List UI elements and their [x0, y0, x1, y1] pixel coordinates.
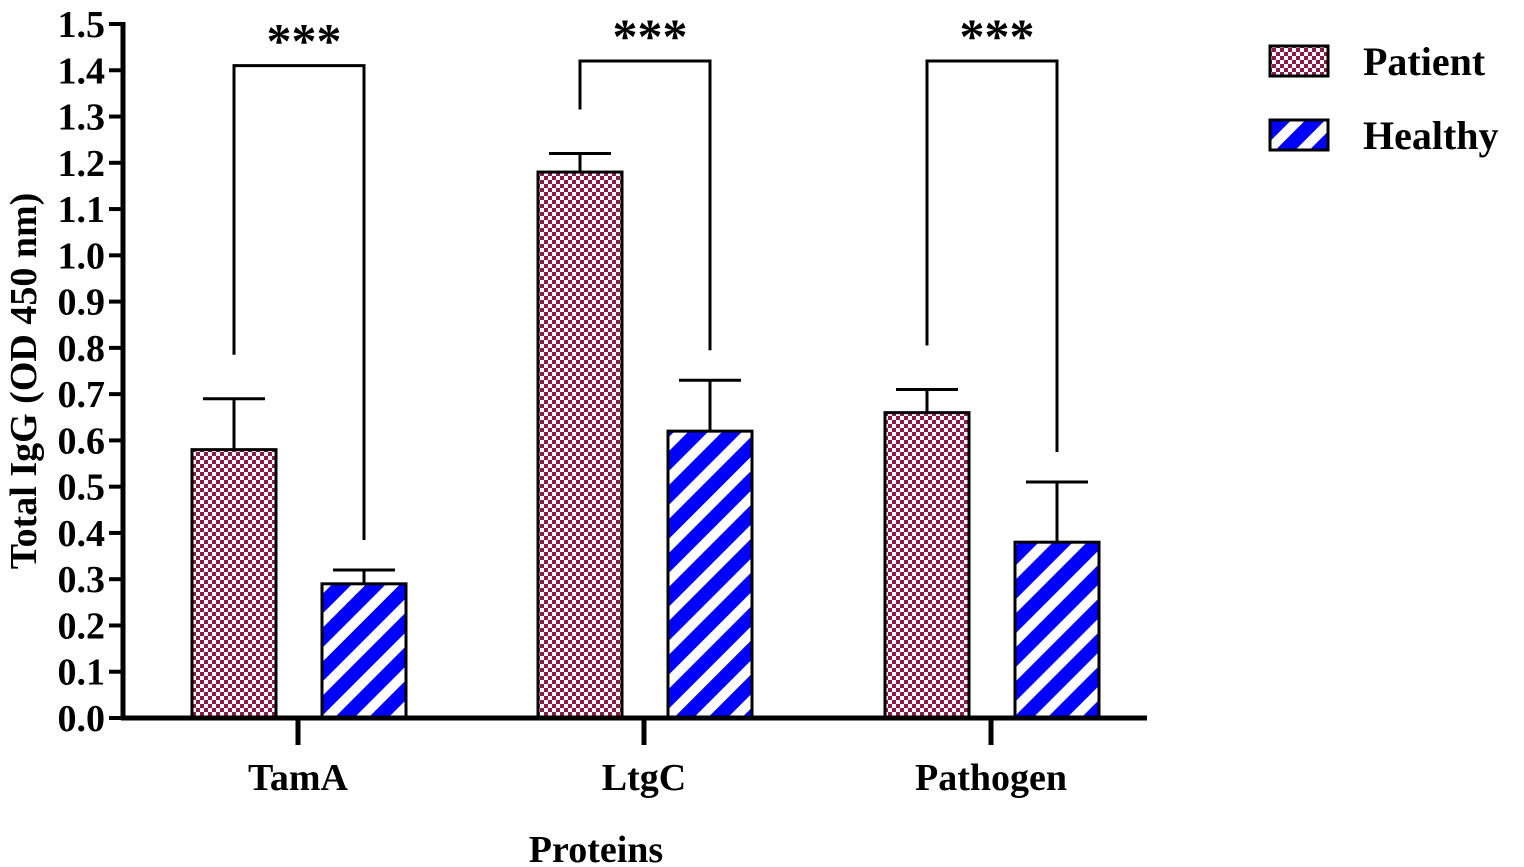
y-tick-label: 0.6: [58, 420, 106, 462]
legend-label-healthy: Healthy: [1363, 113, 1499, 158]
bar-patient-tama: [190, 448, 278, 720]
y-axis-title: Total IgG (OD 450 nm): [3, 193, 45, 570]
y-tick-label: 0.4: [58, 513, 106, 555]
bar-patient-pathogen: [883, 411, 971, 720]
significance-bracket: [925, 59, 1059, 453]
legend-swatch-patient: [1268, 44, 1330, 78]
significance-label: ***: [613, 8, 688, 64]
x-category-label: Pathogen: [915, 757, 1067, 799]
y-tick-label: 1.0: [58, 235, 106, 277]
bar-healthy-ltgc: [666, 429, 754, 720]
y-tick-label: 0.7: [58, 374, 106, 416]
x-category-label: LtgC: [602, 757, 686, 799]
y-tick-label: 1.3: [58, 97, 106, 139]
significance-label: ***: [960, 8, 1035, 64]
y-tick-label: 1.5: [58, 4, 106, 46]
legend-label-patient: Patient: [1363, 39, 1486, 84]
y-tick-label: 0.1: [58, 652, 106, 694]
significance-label: ***: [267, 13, 342, 69]
bar-healthy-pathogen: [1013, 540, 1101, 720]
x-category-label: TamA: [248, 757, 349, 799]
y-tick-label: 0.3: [58, 559, 106, 601]
significance-bracket: [578, 59, 712, 351]
y-tick-label: 0.5: [58, 467, 106, 509]
y-tick-label: 0.8: [58, 328, 106, 370]
x-axis-title: Proteins: [529, 829, 663, 867]
y-tick-label: 1.2: [58, 143, 106, 185]
y-tick-label: 0.9: [58, 282, 106, 324]
y-tick-label: 0.2: [58, 605, 106, 647]
y-tick-label: 0.0: [58, 698, 106, 740]
significance-bracket: [232, 64, 366, 540]
bar-patient-ltgc: [536, 170, 624, 720]
bar-healthy-tama: [320, 582, 408, 720]
y-tick-label: 1.1: [58, 189, 106, 231]
y-tick-label: 1.4: [58, 50, 106, 92]
legend-swatch-healthy: [1268, 118, 1330, 152]
